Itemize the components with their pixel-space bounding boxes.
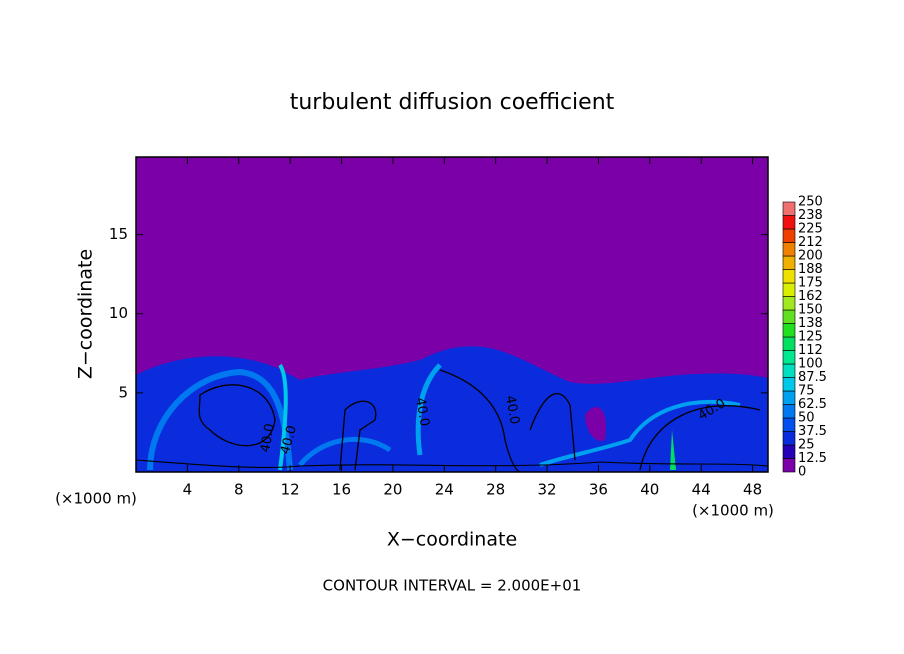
x-tick-label: 28 [486, 481, 505, 499]
colorbar-label: 0 [798, 465, 806, 480]
contour-line [639, 405, 761, 471]
x-axis-label: X−coordinate [387, 529, 517, 551]
colorbar-label: 62.5 [798, 397, 827, 412]
colorbar-label: 125 [798, 330, 823, 345]
plot-frame [135, 156, 769, 473]
colorbar-label: 200 [798, 249, 823, 264]
colorbar-label: 37.5 [798, 424, 827, 439]
colorbar-bin [782, 431, 796, 446]
x-tick-label: 44 [692, 481, 711, 499]
colorbar-label: 12.5 [798, 451, 827, 466]
colorbar-label: 162 [798, 289, 823, 304]
x-tick-label: 24 [435, 481, 454, 499]
footer-note: CONTOUR INTERVAL = 2.000E+01 [323, 577, 582, 595]
colorbar-bin [782, 417, 796, 432]
colorbar-label: 250 [798, 195, 823, 210]
contour-label: 40.0 [412, 396, 432, 427]
colorbar-label: 138 [798, 316, 823, 331]
colorbar-bin [782, 296, 796, 311]
field-streak [539, 400, 741, 467]
colorbar-bin [782, 377, 796, 392]
field-region [585, 407, 606, 441]
colorbar-bin [782, 309, 796, 324]
colorbar-label: 50 [798, 411, 815, 426]
colorbar-bin [782, 363, 796, 378]
colorbar-label: 175 [798, 276, 823, 291]
colorbar-label: 212 [798, 235, 823, 250]
x-tick-label: 36 [589, 481, 608, 499]
y-tick-label: 5 [118, 383, 128, 401]
colorbar-bin [782, 458, 796, 473]
colorbar-label: 238 [798, 208, 823, 223]
colorbar-bin [782, 282, 796, 297]
colorbar-bin [782, 336, 796, 351]
contour-line [135, 459, 769, 468]
colorbar-label: 188 [798, 262, 823, 277]
colorbar-bin [782, 255, 796, 270]
colorbar-bin [782, 269, 796, 284]
field [135, 157, 769, 473]
colorbar-label: 25 [798, 438, 815, 453]
x-tick-label: 16 [332, 481, 351, 499]
x-tick-label: 12 [281, 481, 300, 499]
contour-line [529, 393, 576, 461]
contour-line [439, 369, 521, 473]
field-streak [670, 430, 676, 470]
colorbar-bin [782, 323, 796, 338]
colorbar-label: 87.5 [798, 370, 827, 385]
y-tick-label: 15 [109, 225, 128, 243]
colorbar-bin [782, 242, 796, 257]
contour-label: 40.0 [258, 422, 278, 453]
x-tick-label: 8 [234, 481, 244, 499]
chart-title: turbulent diffusion coefficient [290, 90, 615, 115]
colorbar-bin [782, 201, 796, 216]
contour-label: 40.0 [278, 424, 300, 456]
x-unit-label: (×1000 m) [55, 490, 137, 508]
contour-label: 40.0 [502, 394, 522, 425]
colorbar-bin [782, 350, 796, 365]
colorbar-bin [782, 404, 796, 419]
contour-line [198, 384, 276, 447]
x-unit-label: (×1000 m) [692, 502, 774, 520]
y-tick-label: 10 [109, 304, 128, 322]
x-tick-label: 32 [538, 481, 557, 499]
colorbar-bin [782, 390, 796, 405]
field-streak [147, 368, 293, 471]
colorbar-label: 100 [798, 357, 823, 372]
y-axis-label: Z−coordinate [75, 249, 97, 379]
field-region [136, 346, 768, 472]
colorbar-bin [782, 215, 796, 230]
x-tick-label: 4 [183, 481, 193, 499]
x-tick-label: 20 [383, 481, 402, 499]
colorbar-bin [782, 228, 796, 243]
x-tick-label: 40 [640, 481, 659, 499]
field-streak [298, 436, 392, 467]
x-tick-label: 48 [743, 481, 762, 499]
field-streak [415, 363, 442, 456]
contour-line [339, 400, 377, 471]
colorbar-label: 75 [798, 384, 815, 399]
field-streak [278, 363, 288, 471]
colorbar-bin [782, 444, 796, 459]
colorbar-label: 150 [798, 303, 823, 318]
colorbar-label: 225 [798, 222, 823, 237]
colorbar-label: 112 [798, 343, 823, 358]
